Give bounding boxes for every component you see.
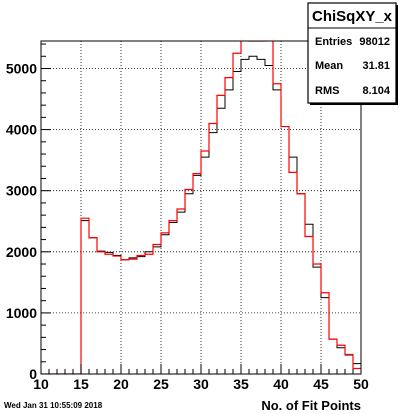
y-tick-label: 2000 xyxy=(6,244,37,260)
stats-label-mean: Mean xyxy=(315,60,343,72)
histogram-series xyxy=(41,41,361,374)
x-tick-label: 15 xyxy=(73,376,89,392)
x-tick-label: 35 xyxy=(233,376,249,392)
stats-label-rms: RMS xyxy=(315,85,339,97)
x-tick-label: 20 xyxy=(113,376,129,392)
stats-label-entries: Entries xyxy=(315,36,352,48)
y-tick-label: 0 xyxy=(29,366,37,382)
x-tick-label: 30 xyxy=(193,376,209,392)
x-axis-title: No. of Fit Points xyxy=(261,398,361,413)
y-tick-label: 5000 xyxy=(6,60,37,76)
timestamp: Wed Jan 31 10:55:09 2018 xyxy=(4,401,103,410)
histogram-line-1 xyxy=(41,41,361,374)
grid xyxy=(41,41,361,374)
axis-ticks xyxy=(40,43,362,375)
tick-labels: 10 15 20 25 30 35 40 45 50 0 1000 2000 3000 4000 5000 xyxy=(6,60,369,392)
x-tick-label: 40 xyxy=(273,376,289,392)
y-tick-label: 1000 xyxy=(6,305,37,321)
x-tick-label: 50 xyxy=(353,376,369,392)
x-tick-label: 45 xyxy=(313,376,329,392)
stats-value-entries: 98012 xyxy=(359,36,390,48)
x-tick-label: 10 xyxy=(33,376,49,392)
stats-box: ChiSqXY_x Entries 98012 Mean 31.81 RMS 8… xyxy=(307,2,398,105)
x-tick-label: 25 xyxy=(153,376,169,392)
stats-title: ChiSqXY_x xyxy=(312,8,393,25)
stats-value-mean: 31.81 xyxy=(362,60,390,72)
y-tick-label: 3000 xyxy=(6,183,37,199)
y-tick-label: 4000 xyxy=(6,122,37,138)
stats-value-rms: 8.104 xyxy=(362,85,390,97)
